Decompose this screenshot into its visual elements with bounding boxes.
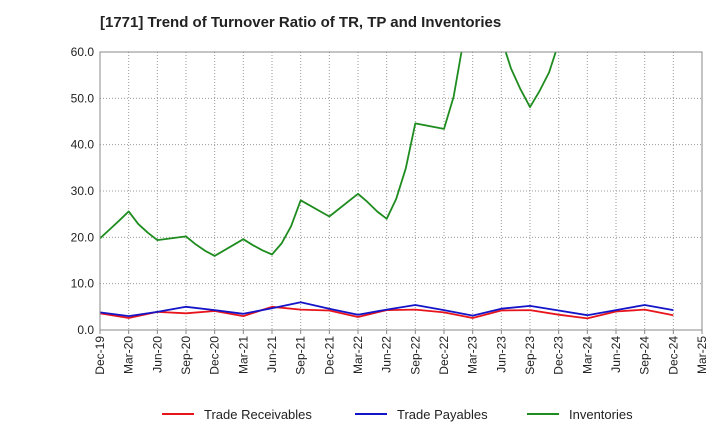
x-tick-label: Dec-20 <box>208 336 222 375</box>
plot-frame <box>99 51 703 331</box>
x-tick-label: Sep-21 <box>294 336 308 375</box>
x-tick-label: Dec-22 <box>437 336 451 375</box>
x-tick-label: Sep-22 <box>408 336 422 375</box>
x-tick-label: Mar-24 <box>580 336 594 374</box>
x-tick-label: Sep-20 <box>179 336 193 375</box>
x-tick-label: Jun-22 <box>380 336 394 373</box>
x-tick-label: Sep-23 <box>523 336 537 375</box>
legend: Trade Receivables Trade Payables Inventori… <box>162 407 633 422</box>
series-line-inventories <box>100 52 557 257</box>
y-tick-label: 60.0 <box>71 45 95 59</box>
x-tick-label: Mar-25 <box>695 336 709 374</box>
legend-label: Inventories <box>569 407 633 422</box>
x-tick-label: Dec-21 <box>322 336 336 375</box>
x-tick-label: Mar-23 <box>466 336 480 374</box>
series-layer <box>100 52 674 320</box>
x-tick-label: Jun-24 <box>609 336 623 373</box>
x-tick-label: Mar-21 <box>236 336 250 374</box>
x-tick-label: Dec-19 <box>93 336 107 375</box>
x-tick-label: Sep-24 <box>638 336 652 375</box>
y-tick-label: 10.0 <box>71 277 95 291</box>
x-tick-label: Dec-24 <box>666 336 680 375</box>
y-tick-label: 20.0 <box>71 230 95 244</box>
legend-label: Trade Payables <box>397 407 488 422</box>
legend-label: Trade Receivables <box>204 407 312 422</box>
x-tick-label: Mar-20 <box>122 336 136 374</box>
x-tick-label: Dec-23 <box>552 336 566 375</box>
x-tick-label: Jun-20 <box>150 336 164 373</box>
y-tick-label: 30.0 <box>71 184 95 198</box>
y-tick-label: 0.0 <box>77 323 94 337</box>
y-tick-label: 40.0 <box>71 138 95 152</box>
y-tick-label: 50.0 <box>71 91 95 105</box>
grid <box>99 51 703 331</box>
x-tick-label: Jun-21 <box>265 336 279 373</box>
chart-title: [1771] Trend of Turnover Ratio of TR, TP… <box>100 14 502 31</box>
x-tick-label: Mar-22 <box>351 336 365 374</box>
x-tick-label: Jun-23 <box>494 336 508 373</box>
axes: 0.0 10.0 20.0 30.0 40.0 50.0 60.0 Dec-19 Mar-20 J… <box>71 45 709 375</box>
series-line-trade-payables <box>100 301 674 318</box>
